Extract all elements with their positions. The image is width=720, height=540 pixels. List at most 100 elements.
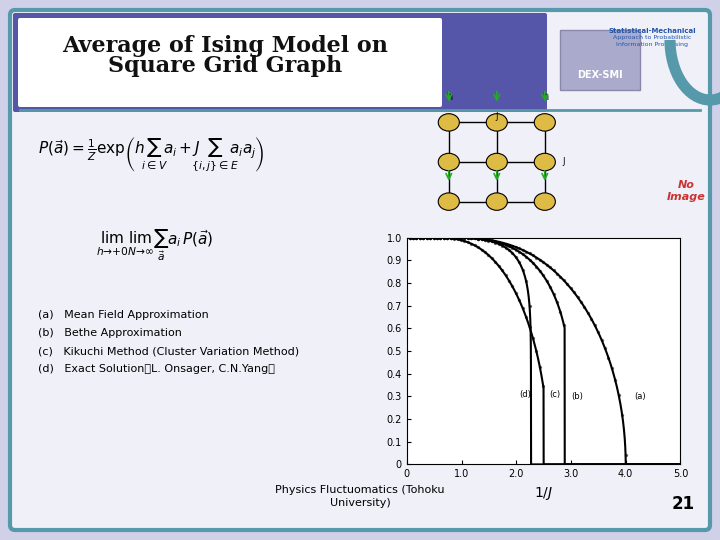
- Point: [404, 233, 415, 242]
- Point: [568, 288, 580, 297]
- Point: [480, 235, 491, 244]
- Point: [486, 237, 498, 245]
- Point: [493, 261, 505, 270]
- Point: [441, 233, 453, 242]
- X-axis label: $1/ J$: $1/ J$: [534, 485, 553, 502]
- Point: [544, 282, 556, 291]
- Point: [513, 247, 525, 256]
- Point: [441, 234, 453, 242]
- Point: [428, 233, 439, 242]
- Point: [466, 234, 477, 242]
- Point: [445, 234, 456, 242]
- Point: [493, 240, 505, 248]
- Point: [424, 233, 436, 242]
- Point: [451, 235, 463, 244]
- Point: [414, 233, 426, 242]
- Point: [595, 335, 607, 344]
- Text: Square Grid Graph: Square Grid Graph: [108, 55, 342, 77]
- Point: [472, 234, 484, 243]
- Point: [558, 276, 570, 285]
- Point: [552, 298, 563, 307]
- Point: [421, 233, 433, 242]
- Point: [493, 238, 505, 246]
- Point: [410, 233, 422, 242]
- Point: [404, 233, 415, 242]
- Point: [593, 328, 604, 336]
- Point: [538, 382, 549, 390]
- Point: [517, 246, 528, 254]
- Text: (d): (d): [520, 389, 531, 399]
- Point: [493, 238, 505, 247]
- Text: (b): (b): [571, 392, 582, 401]
- Point: [418, 233, 429, 242]
- Point: [507, 249, 518, 258]
- Text: (a): (a): [634, 392, 646, 401]
- Text: Physics Fluctuomatics (Tohoku
University): Physics Fluctuomatics (Tohoku University…: [275, 485, 445, 508]
- Point: [575, 298, 587, 306]
- Point: [486, 254, 498, 262]
- Point: [538, 271, 549, 280]
- FancyBboxPatch shape: [10, 10, 710, 530]
- Point: [521, 252, 532, 261]
- Point: [565, 284, 577, 293]
- Circle shape: [438, 114, 459, 131]
- Point: [424, 233, 436, 242]
- Point: [510, 289, 521, 298]
- Point: [582, 308, 593, 317]
- Point: [579, 303, 590, 312]
- Circle shape: [534, 114, 555, 131]
- Point: [435, 233, 446, 242]
- Point: [469, 234, 480, 242]
- Circle shape: [438, 193, 459, 210]
- Point: [455, 233, 467, 242]
- Point: [449, 233, 460, 242]
- Point: [513, 258, 525, 267]
- Point: [469, 234, 480, 243]
- Point: [541, 276, 552, 285]
- Point: [431, 233, 443, 242]
- Point: [527, 251, 539, 260]
- Point: [599, 344, 611, 353]
- Point: [451, 233, 463, 242]
- Point: [462, 234, 474, 242]
- Point: [404, 233, 415, 242]
- Point: [616, 410, 628, 419]
- Point: [603, 353, 614, 362]
- Point: [431, 233, 443, 242]
- Point: [517, 304, 528, 313]
- Point: [408, 233, 419, 242]
- Point: [431, 233, 443, 242]
- Point: [482, 236, 494, 245]
- Point: [438, 233, 449, 242]
- Point: [517, 265, 528, 274]
- Point: [552, 269, 563, 278]
- Point: [410, 233, 422, 242]
- Point: [517, 250, 528, 259]
- Point: [503, 276, 515, 285]
- Point: [507, 241, 518, 250]
- Point: [410, 233, 422, 242]
- Point: [510, 243, 521, 252]
- Text: (c)   Kikuchi Method (Cluster Variation Method): (c) Kikuchi Method (Cluster Variation Me…: [38, 346, 299, 356]
- Point: [503, 246, 515, 254]
- Point: [455, 236, 467, 245]
- Point: [585, 314, 597, 323]
- Point: [531, 347, 542, 356]
- Point: [534, 266, 546, 275]
- Circle shape: [438, 153, 459, 171]
- Point: [421, 233, 433, 242]
- Point: [435, 233, 446, 242]
- Point: [435, 233, 446, 242]
- Point: [455, 233, 467, 242]
- Text: h: h: [446, 92, 452, 102]
- Point: [496, 266, 508, 275]
- Point: [441, 233, 453, 242]
- Point: [482, 236, 494, 245]
- Point: [500, 240, 511, 249]
- Text: $P(\vec{a}) = \frac{1}{Z} \exp\!\left(h\!\sum_{i \in V}\! a_i + J\!\!\!\sum_{\{i: $P(\vec{a}) = \frac{1}{Z} \exp\!\left(h\…: [38, 136, 265, 174]
- Circle shape: [486, 114, 508, 131]
- Point: [500, 243, 511, 252]
- Point: [459, 233, 470, 242]
- Point: [523, 255, 535, 264]
- Point: [558, 320, 570, 329]
